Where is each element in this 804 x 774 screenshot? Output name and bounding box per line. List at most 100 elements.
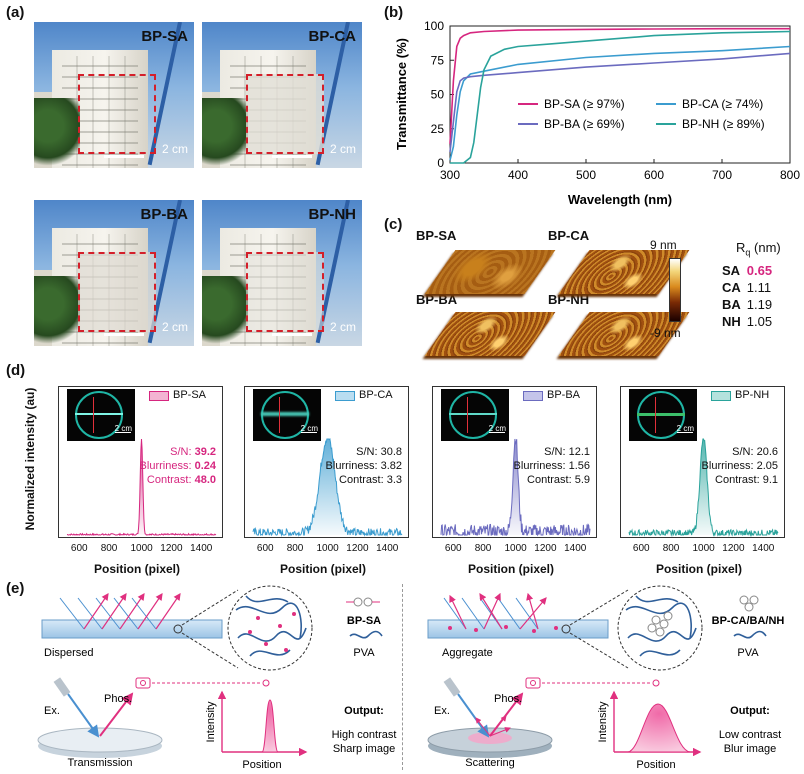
sn-value: 12.1	[568, 446, 590, 458]
scale-bar	[104, 155, 144, 158]
contrast-value: 5.9	[574, 474, 590, 486]
sharp-peak	[261, 699, 279, 753]
table-row: SA 0.65	[722, 262, 778, 279]
afm-surface-ba	[424, 312, 556, 356]
sample-disk-top	[37, 727, 163, 753]
excitation-source	[443, 677, 461, 697]
matrix-label: PVA	[353, 647, 375, 659]
profile-plot	[66, 438, 217, 537]
blur-value: 1.56	[568, 460, 590, 472]
blur-label: Blurriness:	[325, 460, 381, 472]
tree	[202, 276, 248, 346]
molecule-icon	[346, 597, 380, 607]
scale-label: 2 cm	[329, 142, 356, 156]
y-tick-label: 75	[431, 53, 445, 67]
zoom-origin	[561, 624, 571, 634]
table-row: NH 1.05	[722, 313, 778, 330]
panel-label-b: (b)	[384, 4, 404, 21]
contrast-value: 48.0	[194, 474, 216, 486]
emitted-rays	[83, 593, 181, 630]
phos-label: Phos.	[104, 693, 132, 705]
sn-label: S/N:	[732, 446, 757, 458]
photo-bp-ba: BP-BA 2 cm	[34, 200, 194, 346]
contrast-label: Contrast:	[527, 474, 575, 486]
film-slab	[41, 619, 223, 639]
sn-line: S/N: 39.2	[140, 445, 216, 459]
y-tick-label: 25	[431, 122, 445, 136]
x-tick-label: 300	[440, 168, 460, 182]
image-line	[637, 413, 685, 416]
rq-name: SA	[722, 263, 741, 278]
aggregate-clusters	[647, 611, 673, 637]
rq-value: 1.05	[746, 314, 773, 329]
profile-plot	[440, 438, 591, 537]
profile-line	[66, 438, 217, 537]
tree	[34, 98, 80, 168]
y-tick-label: 0	[437, 156, 444, 170]
photo-title: BP-BA	[140, 206, 189, 223]
sn-label: S/N:	[544, 446, 569, 458]
legend-label: BP-NH (≥ 89%)	[682, 117, 765, 131]
phosphor-image: 2 cm	[253, 389, 321, 441]
incident-rays	[59, 597, 157, 630]
contrast-label: Contrast:	[715, 474, 763, 486]
output-line-2: Sharp image	[333, 743, 395, 755]
broad-peak	[627, 703, 691, 753]
detect-point	[262, 679, 270, 687]
x-tick-label: 700	[712, 168, 732, 182]
x-axis-label: Position (pixel)	[280, 562, 367, 576]
rq-name: BA	[722, 297, 741, 312]
x-tick-label: 1400	[564, 543, 587, 554]
legend-label: BP-BA (≥ 69%)	[544, 117, 625, 131]
intensity-label: Intensity	[205, 701, 217, 742]
left-scheme: Dispersed BP-SA PVA Ex. Phos. Transmissi…	[37, 585, 396, 771]
panel-label-d: (d)	[6, 362, 26, 379]
legend-swatch	[335, 391, 355, 401]
rq-value: 0.65	[746, 263, 773, 278]
film-region	[78, 252, 156, 332]
tree	[34, 276, 80, 346]
scatter-glow	[468, 732, 512, 744]
mechanism-schematic: Dispersed BP-SA PVA Ex. Phos. Transmissi…	[37, 585, 784, 771]
molecule-label: BP-SA	[347, 615, 381, 627]
x-tick-label: 1000	[504, 543, 527, 554]
table-row: CA 1.11	[722, 279, 778, 296]
x-tick-label: 800	[100, 543, 118, 554]
contrast-value: 3.3	[386, 474, 402, 486]
legend-swatch	[149, 391, 169, 401]
sn-line: S/N: 20.6	[702, 445, 778, 459]
stats-block: S/N: 30.8 Blurriness: 3.82 Contrast: 3.3	[326, 445, 402, 487]
photo-bp-ca: BP-CA 2 cm	[202, 22, 362, 168]
image-ring	[75, 391, 123, 439]
legend-label: BP-NH	[735, 389, 770, 401]
x-tick-label: 600	[256, 543, 274, 554]
ex-label: Ex.	[44, 705, 60, 717]
molecule-icon	[739, 595, 759, 612]
image-scale-label: 2 cm	[114, 424, 132, 433]
rq-value: 1.19	[746, 297, 773, 312]
excitation-beam	[457, 693, 490, 738]
emission-beam	[99, 692, 134, 737]
dispersed-molecules	[248, 612, 296, 652]
series-line-3	[450, 30, 791, 164]
y-axis-label: Transmittance (%)	[394, 38, 409, 150]
scale-label: 2 cm	[329, 320, 356, 334]
sn-line: S/N: 12.1	[514, 445, 590, 459]
photo-bp-sa: BP-SA 2 cm	[34, 22, 194, 168]
series-line-2	[449, 52, 791, 153]
x-tick-label: 600	[644, 168, 664, 182]
photo-bp-nh: BP-NH 2 cm	[202, 200, 362, 346]
image-scale-bar	[115, 432, 131, 433]
image-arrow	[279, 397, 280, 433]
rq-unit: (nm)	[750, 240, 781, 255]
afm-label-nh: BP-NH	[548, 292, 590, 307]
ex-label: Ex.	[434, 705, 450, 717]
x-tick-label: 1400	[190, 543, 213, 554]
image-line	[449, 413, 497, 415]
x-tick-label: 800	[662, 543, 680, 554]
polymer-chains	[625, 595, 697, 657]
legend-label: BP-BA	[547, 389, 581, 401]
image-arrow	[467, 397, 468, 433]
blur-line: Blurriness: 1.56	[514, 459, 590, 473]
colorbar-max: 9 nm	[650, 238, 677, 252]
